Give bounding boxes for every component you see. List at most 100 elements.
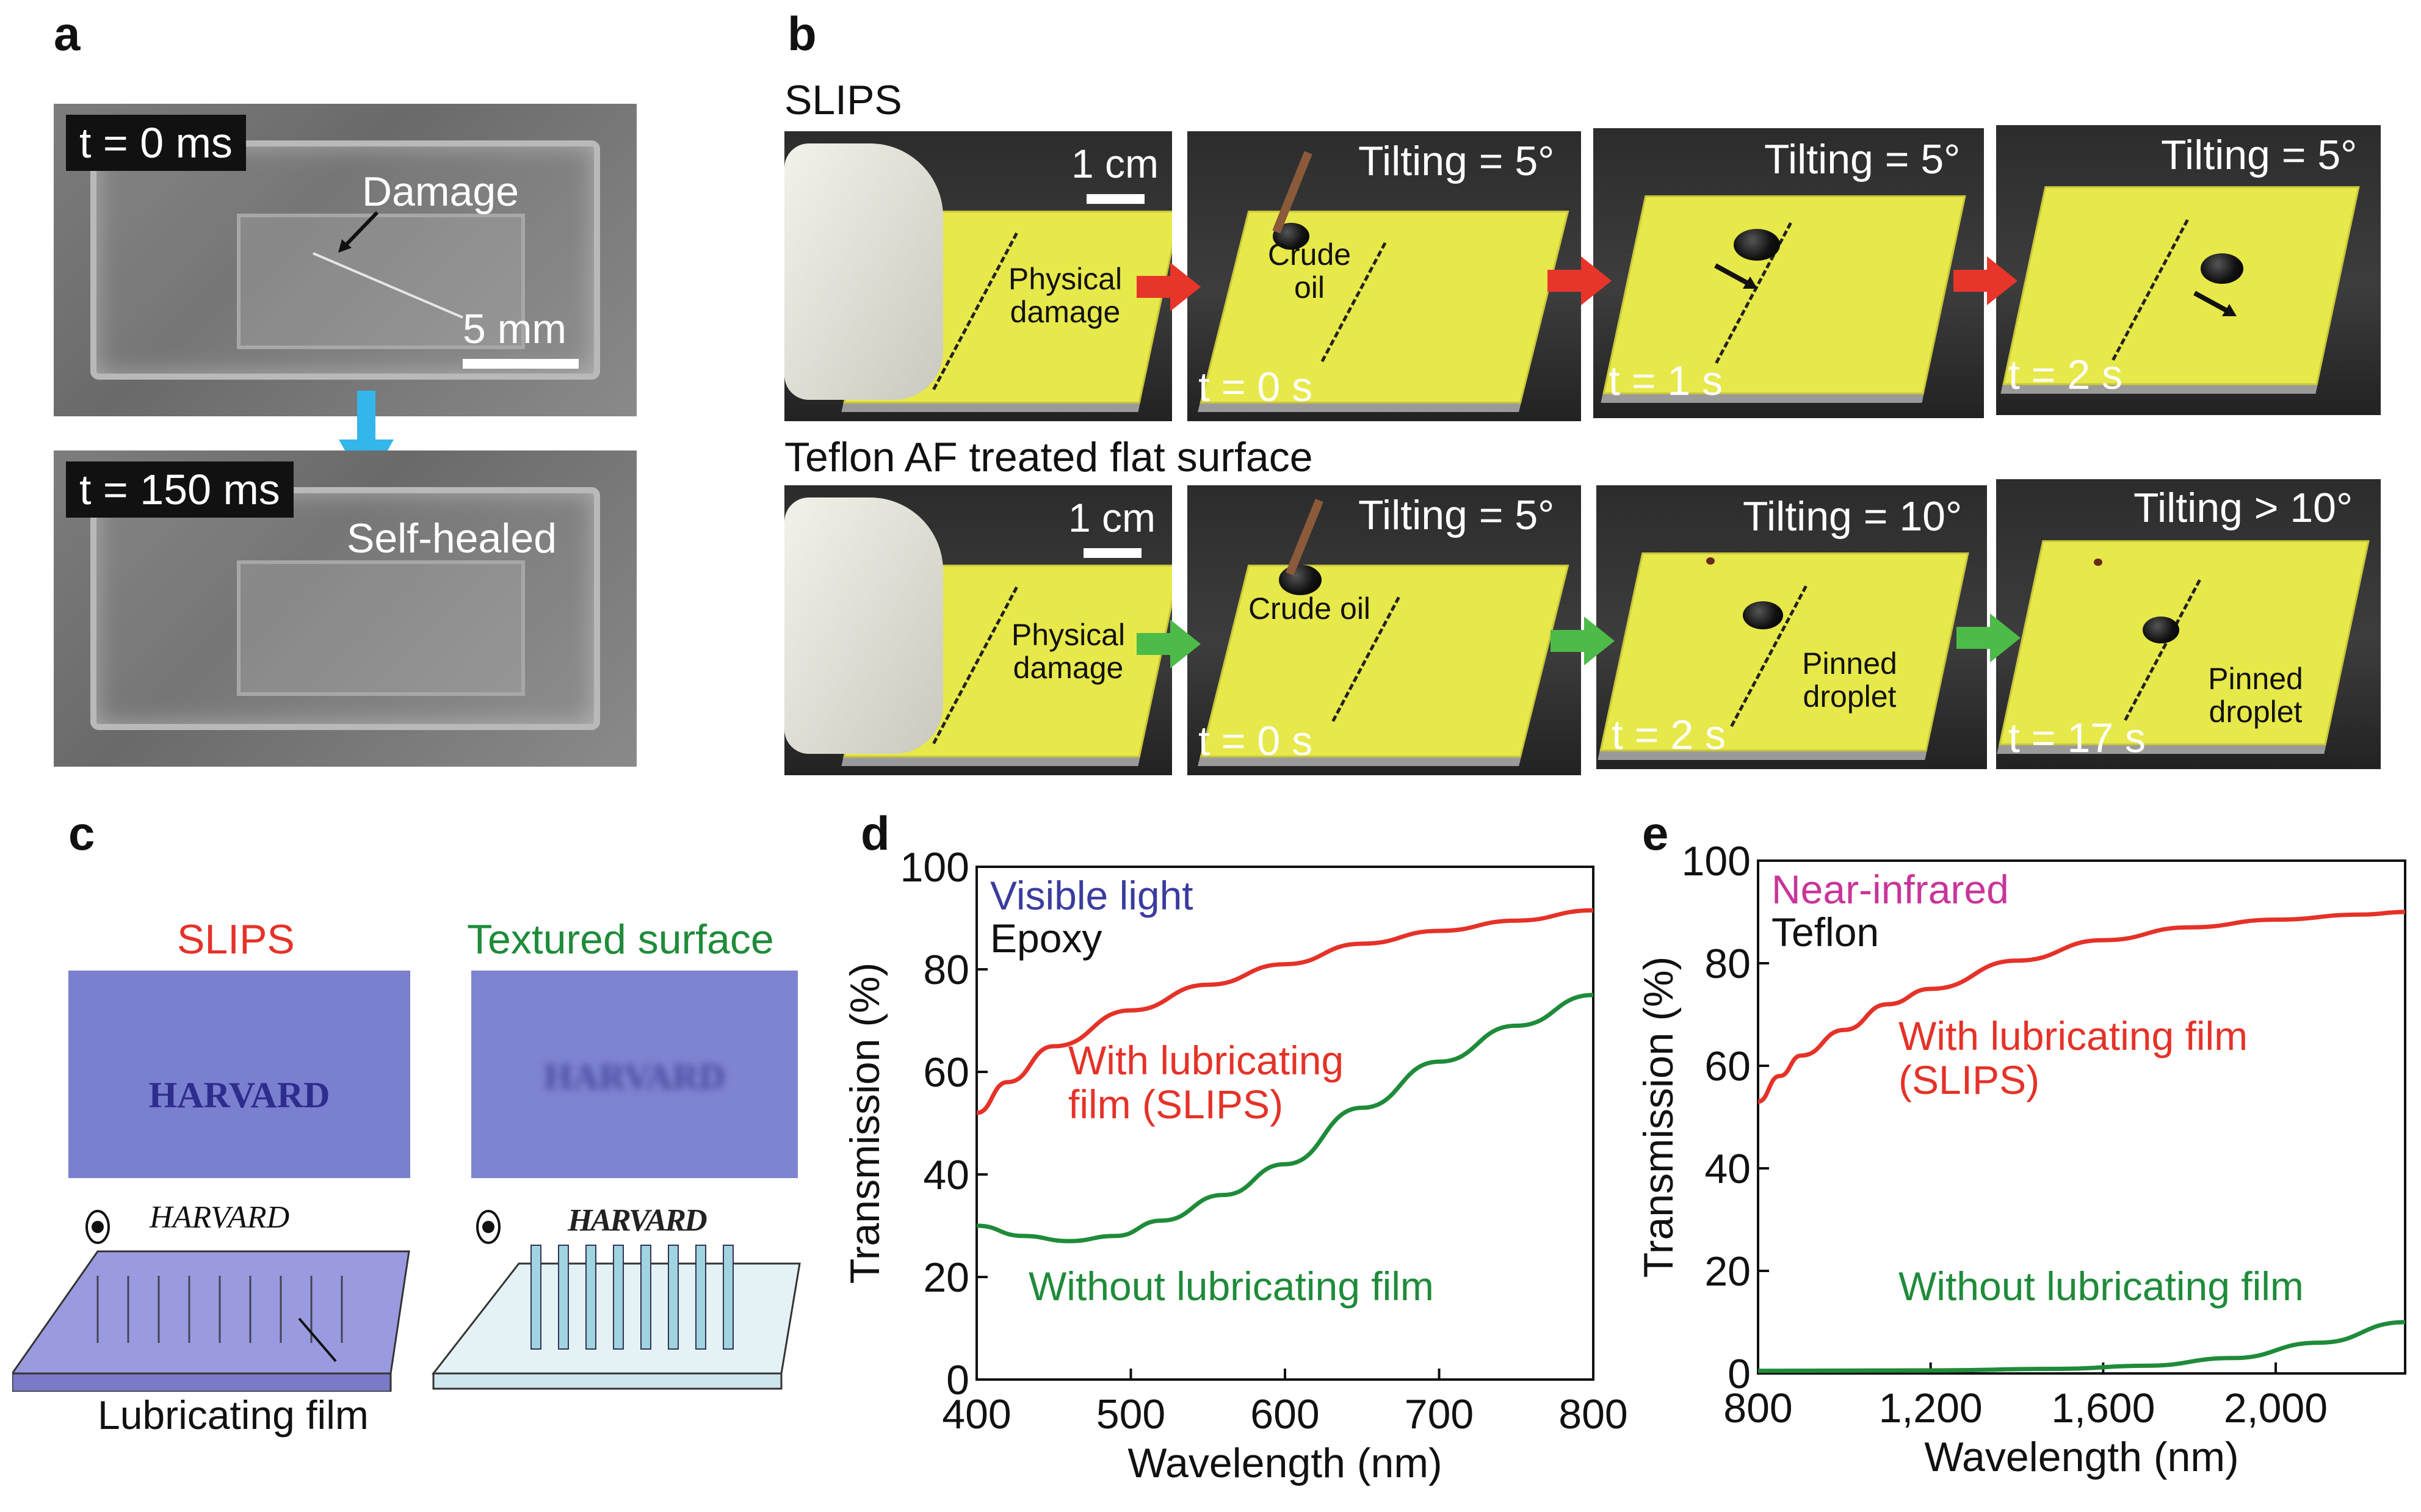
x-tick-label: 400	[942, 1391, 1011, 1438]
teflon-frame-2: Tilting = 10° Pinned droplet t = 2 s	[1596, 485, 1987, 769]
scale-label-5mm: 5 mm	[463, 306, 566, 352]
harvard-schematic-doubled: HARVARD	[568, 1203, 707, 1238]
tilt-label: Tilting > 10°	[2133, 485, 2353, 531]
y-tick-label: 0	[1728, 1351, 1751, 1397]
time-label: t = 2 s	[1612, 712, 1726, 758]
slips-frame-1: Tilting = 5° Crude oil t = 0 s	[1187, 131, 1581, 421]
physical-damage-annotation: Physical damage	[1011, 618, 1126, 685]
damage-annotation: Damage	[362, 168, 519, 215]
series-label: film (SLIPS)	[1068, 1082, 1283, 1127]
teflon-frame-1: Tilting = 5° Crude oil t = 0 s	[1187, 485, 1581, 775]
row-title-slips: SLIPS	[784, 77, 902, 123]
series-label: (SLIPS)	[1898, 1057, 2039, 1102]
arrow-right-icon	[1551, 617, 1615, 665]
time-label: t = 17 s	[2008, 715, 2146, 761]
series-line	[976, 993, 1594, 1243]
slips-initial-photo: 1 cm Physical damage	[784, 131, 1172, 421]
slips-photo: HARVARD	[68, 971, 410, 1178]
arrow-right-icon	[1137, 262, 1201, 311]
y-axis-label: Transmission (%)	[842, 963, 888, 1284]
series-label: Without lubricating film	[1898, 1264, 2304, 1309]
y-tick-label: 100	[900, 844, 969, 891]
y-tick-label: 20	[923, 1254, 969, 1301]
arrow-right-icon	[1547, 256, 1612, 305]
y-tick-label: 60	[923, 1049, 969, 1096]
time-label: t = 0 s	[1198, 364, 1313, 410]
time-label: t = 0 s	[1198, 718, 1313, 764]
x-tick-label: 600	[1250, 1391, 1319, 1438]
y-tick-label: 0	[946, 1357, 969, 1403]
x-tick-label: 800	[1558, 1391, 1627, 1438]
tilt-label: Tilting = 5°	[1764, 136, 1961, 183]
scale-bar-1cm	[1087, 194, 1145, 204]
chart-visible-light: 400 500 600 700 800 0 20 40 60 80 100 Wavelength (n…	[842, 844, 1628, 1486]
panel-label-b: b	[787, 7, 817, 60]
scale-bar-1cm	[1084, 548, 1142, 558]
textured-schematic	[431, 1210, 801, 1390]
plot-frame	[1757, 859, 2406, 1375]
textured-photo: HARVARD	[471, 971, 798, 1178]
slips-frame-2: Tilting = 5° t = 1 s	[1593, 128, 1984, 418]
legend-subtitle: Teflon	[1771, 910, 1879, 955]
harvard-text-clear: HARVARD	[148, 1075, 330, 1115]
row-title-teflon: Teflon AF treated flat surface	[784, 434, 1313, 480]
scale-bar	[463, 359, 579, 369]
series-line	[1757, 1320, 2406, 1373]
x-axis-label: Wavelength (nm)	[1127, 1440, 1442, 1486]
legend-title: Visible light	[990, 873, 1193, 918]
tilt-label: Tilting = 10°	[1743, 493, 1963, 540]
slips-schematic	[12, 1210, 410, 1392]
legend-subtitle: Epoxy	[990, 916, 1102, 961]
slips-frame-3: Tilting = 5° t = 2 s	[1996, 125, 2381, 415]
series-label: With lubricating film	[1898, 1013, 2248, 1058]
teflon-frame-3: Tilting > 10° Pinned droplet t = 17 s	[1996, 479, 2381, 769]
x-tick-label: 1,200	[1879, 1385, 1983, 1431]
scale-label-1cm: 1 cm	[1068, 495, 1156, 540]
harvard-schematic-label: HARVARD	[150, 1200, 290, 1235]
photo-healed-sample: t = 150 ms Self-healed	[54, 450, 637, 767]
photo-damaged-sample: t = 0 ms Damage 5 mm	[54, 104, 637, 416]
x-tick-label: 500	[1096, 1391, 1165, 1438]
time-label: t = 1 s	[1609, 358, 1723, 404]
y-tick-label: 60	[1704, 1043, 1751, 1090]
legend-title: Near-infrared	[1771, 867, 2009, 912]
x-tick-label: 1,600	[2051, 1385, 2155, 1431]
crude-oil-annotation: Crude oil	[1248, 591, 1371, 626]
panel-label-e: e	[1642, 806, 1669, 860]
harvard-text-blurred: HARVARD	[544, 1057, 725, 1097]
panel-label-d: d	[861, 806, 890, 860]
scale-label-1cm: 1 cm	[1071, 141, 1159, 186]
x-tick-label: 700	[1405, 1391, 1474, 1438]
textured-title: Textured surface	[467, 916, 774, 963]
series-label: With lubricating	[1068, 1038, 1344, 1083]
crude-oil-annotation: Crude oil	[1267, 237, 1352, 305]
physical-damage-annotation: Physical damage	[1008, 262, 1123, 329]
arrow-right-icon	[1953, 256, 2018, 305]
series-label: Without lubricating film	[1029, 1264, 1434, 1309]
tilt-label: Tilting = 5°	[1358, 492, 1555, 538]
y-tick-label: 20	[1704, 1248, 1751, 1295]
panel-label-c: c	[68, 806, 95, 860]
y-axis-label: Transmission (%)	[1636, 957, 1682, 1278]
teflon-initial-photo: 1 cm Physical damage	[784, 485, 1172, 775]
pinned-droplet-annotation: Pinned droplet	[2208, 662, 2303, 729]
y-tick-label: 40	[1704, 1146, 1751, 1192]
series-line	[1757, 910, 2406, 1104]
series-line	[976, 908, 1594, 1115]
panel-label-a: a	[54, 7, 81, 60]
y-tick-label: 80	[923, 947, 969, 993]
time-label: t = 2 s	[2008, 352, 2123, 398]
slips-title: SLIPS	[177, 916, 295, 963]
y-tick-label: 40	[923, 1152, 969, 1198]
chart-near-infrared: 800 1,200 1,600 2,000 0 20 40 60 80 100 Wavelength…	[1636, 842, 2406, 1480]
self-healed-annotation: Self-healed	[347, 515, 557, 562]
arrow-right-icon	[1956, 613, 2021, 662]
tilt-label: Tilting = 5°	[2161, 132, 2358, 178]
x-tick-label: 800	[1723, 1385, 1792, 1431]
y-tick-label: 100	[1682, 842, 1751, 884]
time-label-0ms: t = 0 ms	[66, 115, 246, 171]
pinned-droplet-annotation: Pinned droplet	[1802, 646, 1897, 714]
arrow-right-icon	[1137, 620, 1201, 668]
x-axis-label: Wavelength (nm)	[1924, 1434, 2238, 1480]
y-tick-label: 80	[1704, 941, 1751, 987]
